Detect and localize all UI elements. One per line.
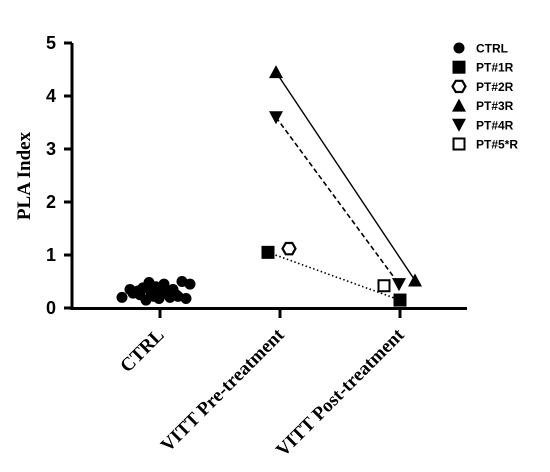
legend-marker-CTRL	[453, 42, 465, 54]
legend-label-CTRL: CTRL	[476, 42, 508, 56]
point-CTRL-20	[180, 292, 192, 304]
point-PT#4R-1	[392, 278, 406, 292]
data-points	[116, 65, 422, 307]
point-PT#4R-0	[269, 111, 283, 125]
x-tick-label-1: VITT Pre-treatment	[157, 324, 289, 456]
y-axis-label: PLA Index	[14, 131, 35, 220]
series-line-PT#3R	[275, 71, 416, 281]
point-PT#1R-1	[393, 293, 407, 307]
legend-marker-PT#2R	[451, 79, 467, 94]
point-CTRL-0	[116, 291, 128, 303]
legend-label-PT#2R: PT#2R	[476, 80, 514, 94]
legend-label-PT#1R: PT#1R	[476, 61, 514, 75]
y-tick-label-5: 5	[46, 33, 56, 53]
series-line-PT#4R	[275, 116, 400, 285]
x-tick-label-0: CTRL	[116, 325, 168, 377]
x-tick-label-2: VITT Post-treatment	[272, 324, 409, 461]
legend-label-PT#3R: PT#3R	[476, 99, 514, 113]
legend-marker-PT#5*R	[452, 137, 466, 151]
point-PT#2R-0	[281, 241, 297, 256]
y-tick-label-2: 2	[46, 192, 56, 212]
legend: CTRL PT#1R PT#2R PT#3R PT#4R PT#5*R	[451, 42, 518, 152]
point-PT#3R-1	[408, 273, 422, 287]
y-tick-label-0: 0	[46, 298, 56, 318]
point-PT#3R-0	[269, 65, 283, 79]
legend-marker-PT#4R	[452, 118, 466, 132]
legend-label-PT#5*R: PT#5*R	[476, 138, 518, 152]
legend-label-PT#4R: PT#4R	[476, 118, 514, 132]
y-tick-label-1: 1	[46, 245, 56, 265]
y-tick-label-4: 4	[46, 86, 56, 106]
legend-marker-PT#3R	[452, 98, 466, 112]
connecting-lines	[267, 71, 416, 301]
point-CTRL-21	[184, 278, 196, 290]
y-tick-label-3: 3	[46, 139, 56, 159]
point-PT#5*R-0	[377, 279, 391, 293]
point-PT#1R-0	[261, 245, 275, 259]
legend-marker-PT#1R	[452, 60, 466, 74]
